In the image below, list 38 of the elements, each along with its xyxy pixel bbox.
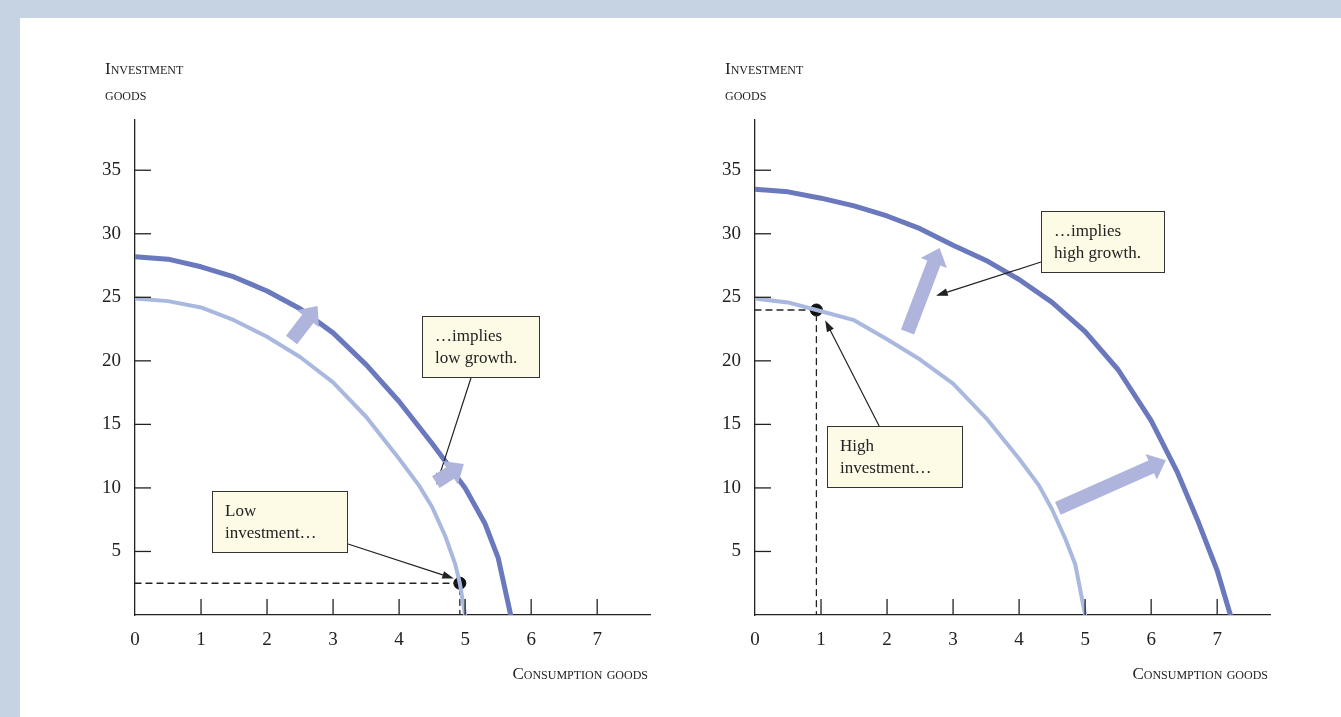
annotation: …implies high growth. — [1041, 211, 1165, 273]
x-tick-label: 2 — [262, 628, 272, 650]
y-tick-label: 20 — [722, 348, 741, 370]
y-tick-label: 20 — [102, 348, 121, 370]
x-tick-label: 7 — [1212, 628, 1222, 650]
x-tick-label: 6 — [526, 628, 536, 650]
x-axis-title: Consumption goods — [1132, 663, 1268, 685]
x-tick-label: 7 — [592, 628, 602, 650]
x-tick-label: 0 — [750, 628, 760, 650]
x-tick-label: 3 — [948, 628, 958, 650]
x-tick-label: 1 — [816, 628, 826, 650]
x-tick-label: 4 — [394, 628, 405, 650]
y-tick-label: 25 — [102, 285, 121, 307]
x-tick-label: 1 — [196, 628, 206, 650]
y-tick-label: 5 — [111, 539, 121, 561]
y-tick-label: 5 — [731, 539, 741, 561]
y-tick-label: 35 — [722, 158, 741, 180]
annotation: High investment… — [827, 426, 963, 488]
annotation: Low investment… — [212, 491, 348, 553]
y-tick-label: 30 — [102, 221, 121, 243]
x-tick-label: 5 — [460, 628, 470, 650]
x-tick-label: 2 — [882, 628, 892, 650]
y-tick-label: 30 — [722, 221, 741, 243]
y-axis-title: Investment goods — [725, 58, 805, 106]
y-tick-label: 25 — [722, 285, 741, 307]
x-tick-label: 0 — [130, 628, 140, 650]
y-tick-label: 15 — [102, 412, 121, 434]
x-tick-label: 4 — [1014, 628, 1025, 650]
x-axis-title: Consumption goods — [512, 663, 648, 685]
x-tick-label: 6 — [1146, 628, 1156, 650]
x-tick-label: 5 — [1080, 628, 1090, 650]
x-tick-label: 3 — [328, 628, 338, 650]
y-tick-label: 10 — [102, 475, 121, 497]
y-tick-label: 15 — [722, 412, 741, 434]
y-tick-label: 35 — [102, 158, 121, 180]
y-axis-title: Investment goods — [105, 58, 185, 106]
annotation: …implies low growth. — [422, 316, 540, 378]
y-tick-label: 10 — [722, 475, 741, 497]
